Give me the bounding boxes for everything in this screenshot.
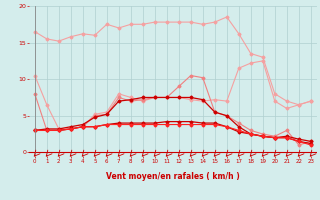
X-axis label: Vent moyen/en rafales ( km/h ): Vent moyen/en rafales ( km/h ) [106, 172, 240, 181]
